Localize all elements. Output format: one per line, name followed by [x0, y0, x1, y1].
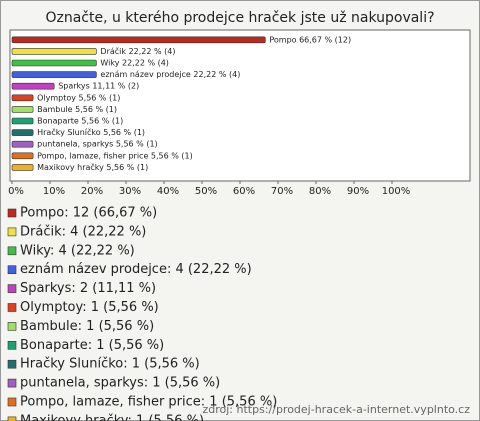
value-label: Bambule 5,56 % (1)	[37, 105, 117, 114]
legend-swatch	[7, 397, 17, 407]
bar	[11, 36, 266, 44]
legend-label: Bonaparte: 1 (5,56 %)	[20, 338, 164, 353]
value-label: Wiky 22,22 % (4)	[100, 59, 169, 68]
legend-label: puntanela, sparkys: 1 (5,56 %)	[20, 376, 220, 391]
x-tick-label: 30%	[119, 186, 141, 197]
bar	[11, 82, 55, 90]
legend-swatch	[7, 208, 17, 218]
source: zdroj: https://prodej-hracek-a-internet.…	[202, 403, 470, 416]
value-label: Maxikovy hračky 5,56 % (1)	[37, 162, 148, 172]
legend-label: Maxikovy hračky: 1 (5,56 %)	[20, 413, 204, 421]
bar	[11, 152, 34, 160]
x-tick-label: 40%	[157, 186, 179, 197]
value-label: Bonaparte 5,56 % (1)	[37, 117, 123, 126]
legend-swatch	[7, 303, 17, 312]
bar	[11, 94, 34, 102]
legend-swatch	[7, 359, 17, 369]
bar	[11, 59, 97, 67]
value-label: Olymptoy 5,56 % (1)	[37, 93, 120, 102]
legend-label: eznám název prodejce: 4 (22,22 %)	[20, 262, 252, 277]
legend-label: Pompo: 12 (66,67 %)	[20, 206, 157, 221]
legend-label: Wiky: 4 (22,22 %)	[20, 243, 135, 258]
value-label: Sparkys 11,11 % (2)	[58, 82, 139, 91]
legend-label: Pompo, lamaze, fisher price: 1 (5,56 %)	[20, 395, 277, 410]
x-tick-label: 60%	[233, 186, 255, 197]
legend-label: Olymptoy: 1 (5,56 %)	[20, 300, 159, 315]
value-label: puntanela, sparkys 5,56 % (1)	[37, 140, 158, 149]
legend-swatch	[7, 322, 17, 331]
legend-swatch	[7, 246, 17, 256]
bar	[11, 164, 34, 171]
legend-label: Bambule: 1 (5,56 %)	[20, 319, 154, 334]
legend-label: Sparkys: 2 (11,11 %)	[20, 281, 156, 296]
chart-title: Označte, u kterého prodejce hraček jste …	[45, 10, 434, 26]
legend-swatch	[7, 265, 17, 275]
value-label: Pompo, lamaze, fisher price 5,56 % (1)	[37, 151, 193, 160]
x-tick-label: 10%	[43, 186, 65, 197]
legend-label: Hračky Sluníčko: 1 (5,56 %)	[20, 357, 200, 372]
bar	[11, 48, 97, 55]
x-tick-label: 100%	[382, 186, 411, 197]
x-tick-label: 20%	[81, 186, 103, 197]
bar	[11, 71, 97, 78]
x-tick-label: 50%	[195, 186, 217, 197]
value-label: Dráčik 22,22 % (4)	[100, 46, 175, 56]
value-label: eznám název prodejce 22,22 % (4)	[100, 70, 240, 79]
legend-swatch	[7, 227, 17, 237]
x-tick-label: 90%	[347, 186, 369, 197]
bar	[11, 106, 34, 113]
value-label: Hračky Sluníčko 5,56 % (1)	[37, 127, 145, 137]
legend-swatch	[7, 416, 17, 421]
plot-area	[9, 29, 471, 182]
legend-swatch	[7, 284, 17, 293]
bar	[11, 117, 34, 125]
x-tick-label: 0%	[8, 186, 24, 197]
value-label: Pompo 66,67 % (12)	[269, 35, 351, 44]
bar	[11, 129, 34, 136]
bar	[11, 140, 34, 148]
legend-swatch	[7, 340, 17, 350]
x-tick-label: 80%	[309, 186, 331, 197]
x-tick-label: 70%	[271, 186, 293, 197]
legend-label: Dráčik: 4 (22,22 %)	[20, 224, 146, 239]
legend-swatch	[7, 378, 17, 388]
